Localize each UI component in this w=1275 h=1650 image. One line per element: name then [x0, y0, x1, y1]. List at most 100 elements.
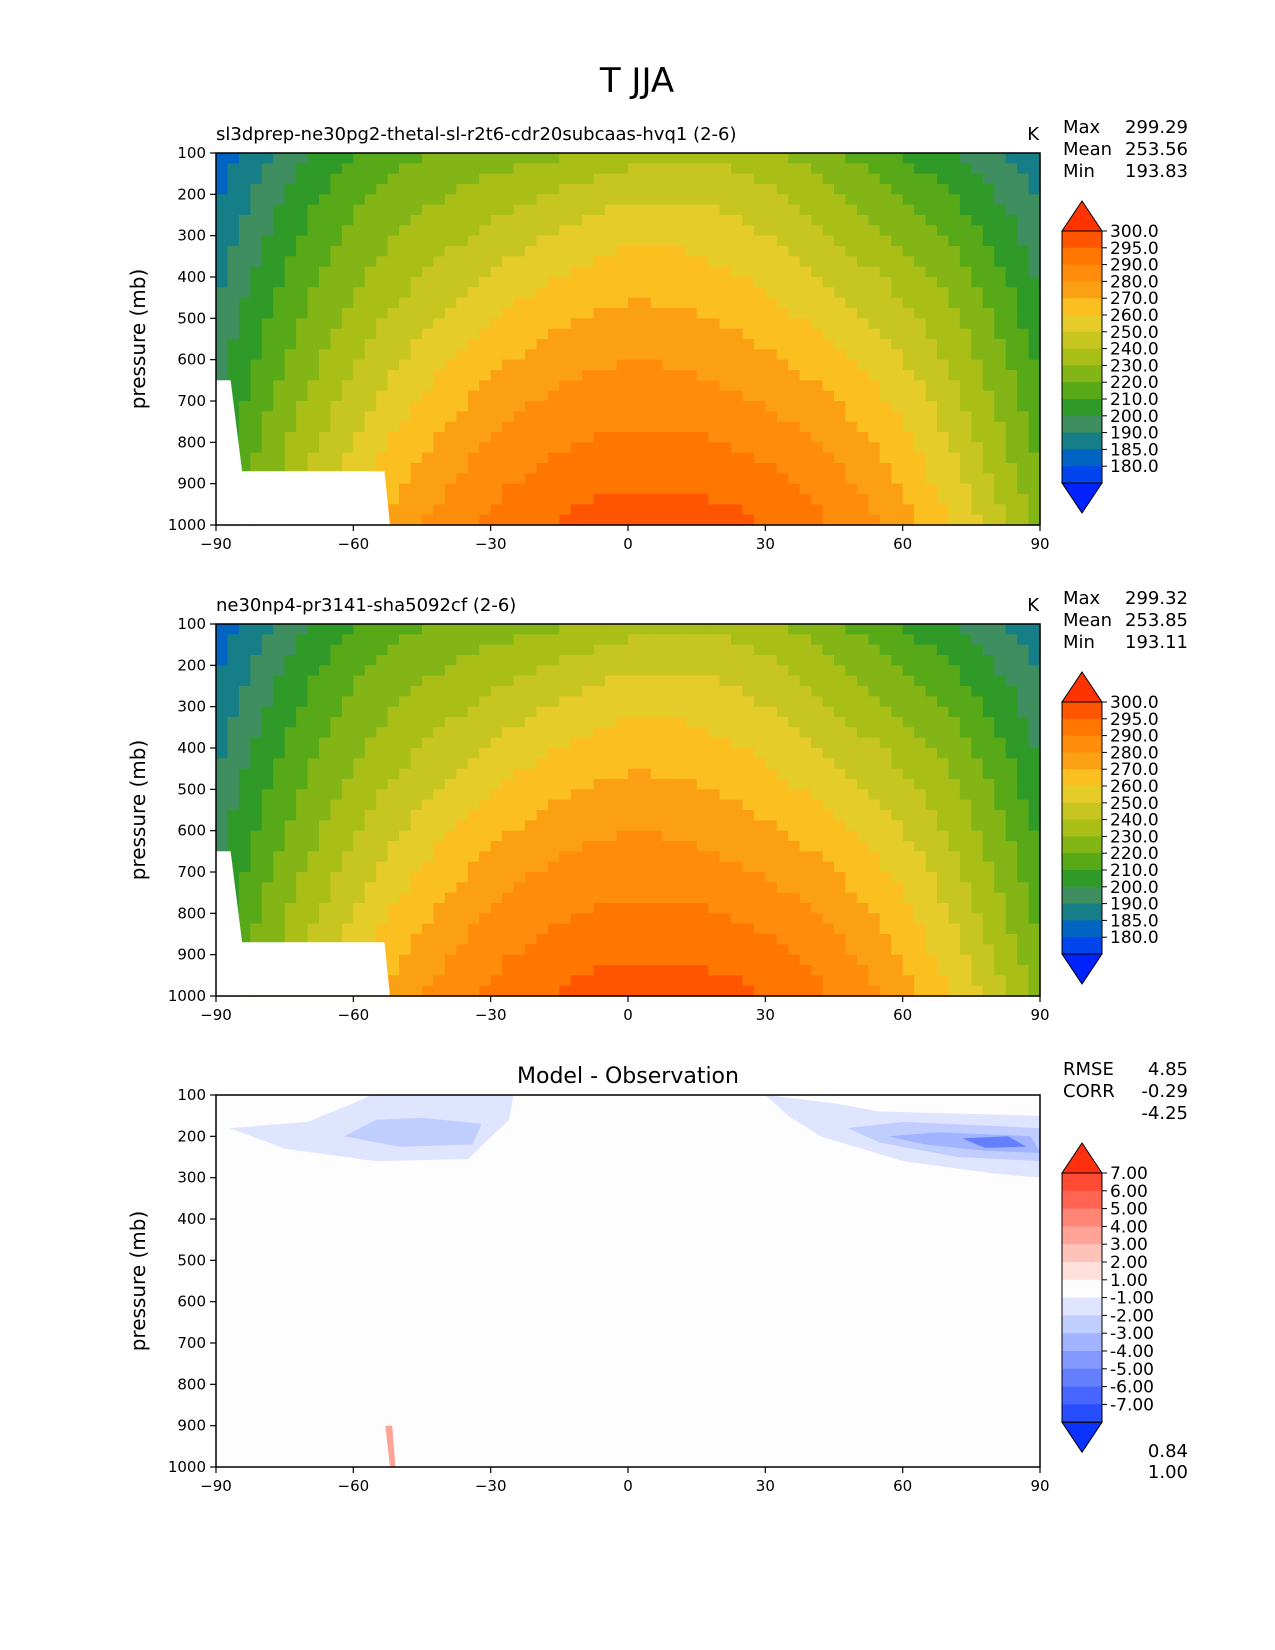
- contour-cell: [582, 706, 595, 718]
- contour-cell: [868, 779, 881, 790]
- contour-cell: [776, 504, 789, 516]
- contour-cell: [1005, 820, 1018, 832]
- contour-cell: [742, 390, 755, 402]
- contour-cell: [765, 494, 778, 505]
- contour-cell: [948, 758, 961, 770]
- contour-cell: [273, 892, 286, 904]
- contour-cell: [639, 624, 652, 635]
- contour-cell: [490, 411, 503, 423]
- contour-cell: [227, 277, 240, 288]
- contour-cell: [868, 204, 881, 216]
- contour-cell: [559, 748, 572, 759]
- contour-cell: [330, 903, 343, 914]
- contour-cell: [605, 184, 618, 195]
- contour-cell: [628, 655, 641, 666]
- contour-cell: [879, 204, 892, 216]
- contour-cell: [410, 442, 423, 454]
- contour-cell: [811, 215, 824, 226]
- contour-cell: [650, 194, 663, 206]
- contour-cell: [788, 923, 801, 935]
- contour-cell: [765, 215, 778, 226]
- contour-cell: [742, 737, 755, 749]
- contour-cell: [856, 297, 869, 309]
- contour-cell: [605, 830, 618, 842]
- contour-cell: [856, 483, 869, 495]
- contour-cell: [822, 820, 835, 832]
- contour-cell: [937, 442, 950, 454]
- contour-cell: [971, 706, 984, 718]
- contour-cell: [982, 235, 995, 247]
- contour-cell: [765, 727, 778, 739]
- contour-cell: [605, 624, 618, 635]
- contour-cell: [879, 758, 892, 770]
- contour-cell: [227, 266, 240, 278]
- contour-cell: [982, 421, 995, 433]
- contour-cell: [685, 727, 698, 739]
- contour-cell: [319, 277, 332, 288]
- contour-cell: [559, 913, 572, 925]
- contour-cell: [834, 277, 847, 288]
- contour-cell: [845, 173, 858, 185]
- contour-cell: [513, 934, 526, 945]
- contour-cell: [879, 277, 892, 288]
- contour-cell: [456, 799, 469, 811]
- contour-cell: [868, 872, 881, 883]
- contour-cell: [868, 318, 881, 330]
- contour-cell: [559, 432, 572, 443]
- contour-cell: [662, 820, 675, 832]
- contour-cell: [959, 737, 972, 749]
- contour-cell: [456, 318, 469, 330]
- contour-cell: [662, 256, 675, 268]
- contour-cell: [628, 256, 641, 268]
- contour-cell: [284, 882, 297, 894]
- contour-cell: [525, 442, 538, 454]
- contour-cell: [353, 287, 366, 299]
- contour-cell: [273, 370, 286, 381]
- contour-cell: [250, 463, 263, 474]
- contour-cell: [330, 163, 343, 175]
- contour-cell: [753, 494, 766, 505]
- contour-cell: [650, 696, 663, 708]
- contour-cell: [811, 401, 824, 412]
- contour-cell: [834, 473, 847, 485]
- contour-cell: [605, 892, 618, 904]
- contour-cell: [525, 861, 538, 873]
- contour-cell: [1028, 514, 1041, 526]
- contour-cell: [948, 204, 961, 216]
- contour-cell: [845, 163, 858, 175]
- contour-cell: [937, 463, 950, 474]
- contour-cell: [216, 215, 229, 226]
- contour-cell: [296, 706, 309, 718]
- contour-cell: [605, 390, 618, 402]
- contour-cell: [559, 675, 572, 687]
- contour-cell: [582, 184, 595, 195]
- contour-cell: [856, 442, 869, 454]
- contour-cell: [731, 696, 744, 708]
- contour-cell: [834, 944, 847, 956]
- contour-cell: [925, 830, 938, 842]
- contour-cell: [536, 370, 549, 381]
- contour-cell: [433, 339, 446, 350]
- contour-cell: [376, 215, 389, 226]
- contour-cell: [536, 277, 549, 288]
- contour-cell: [925, 675, 938, 687]
- contour-cell: [937, 696, 950, 708]
- contour-cell: [296, 184, 309, 195]
- contour-cell: [238, 820, 251, 832]
- contour-cell: [937, 194, 950, 206]
- contour-cell: [1028, 463, 1041, 474]
- contour-cell: [250, 696, 263, 708]
- contour-cell: [559, 173, 572, 185]
- contour-cell: [593, 696, 606, 708]
- contour-cell: [238, 810, 251, 821]
- contour-cell: [364, 882, 377, 894]
- contour-cell: [1005, 194, 1018, 206]
- contour-cell: [261, 882, 274, 894]
- contour-cell: [982, 830, 995, 842]
- contour-cell: [948, 892, 961, 904]
- contour-cell: [536, 504, 549, 516]
- contour-cell: [731, 903, 744, 914]
- contour-cell: [834, 665, 847, 677]
- contour-cell: [1028, 634, 1041, 646]
- contour-cell: [845, 349, 858, 361]
